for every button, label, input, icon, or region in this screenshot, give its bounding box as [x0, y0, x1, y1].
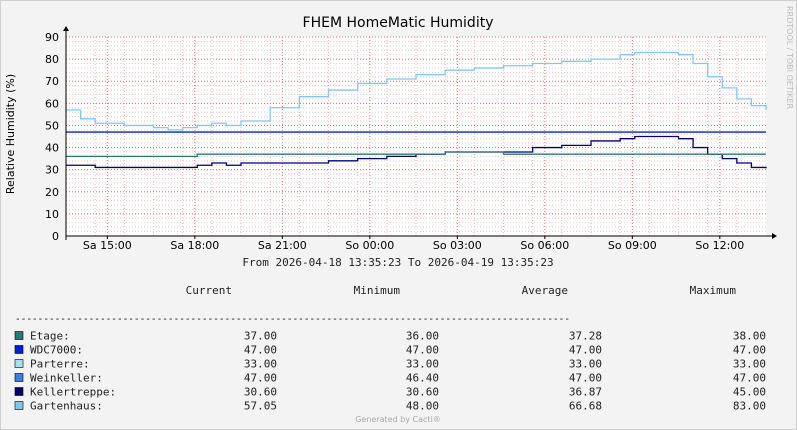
y-tick-label: 50 [45, 119, 59, 132]
footer-credit: Generated by Cacti® [355, 415, 441, 424]
legend-row-value: 36.00 [406, 330, 439, 343]
legend-row-value: 83.00 [733, 400, 766, 413]
y-axis-arrow-icon [63, 26, 69, 31]
y-tick-label: 70 [45, 75, 59, 88]
legend-swatch [14, 373, 24, 382]
x-tick-label: So 06:00 [520, 239, 569, 252]
y-tick-label: 60 [45, 97, 59, 110]
x-tick-label: So 12:00 [695, 239, 744, 252]
x-tick-label: So 03:00 [433, 239, 482, 252]
y-tick-label: 30 [45, 164, 59, 177]
legend-swatch [14, 359, 24, 368]
legend-row-value: 33.00 [569, 358, 602, 371]
legend-row-value: 47.00 [406, 344, 439, 357]
legend-row-label: Parterre: [30, 358, 90, 371]
chart-title: FHEM HomeMatic Humidity [303, 15, 494, 31]
legend-header: Average [522, 284, 568, 297]
legend-row-value: 33.00 [406, 358, 439, 371]
legend-header: Minimum [354, 284, 401, 297]
legend-row-label: Gartenhaus: [30, 400, 103, 413]
legend-row-value: 33.00 [244, 358, 277, 371]
legend-row-value: 30.60 [406, 386, 439, 399]
legend-row-label: WDC7000: [30, 344, 83, 357]
legend-row-value: 48.00 [406, 400, 439, 413]
legend-row-value: 47.00 [569, 344, 602, 357]
y-tick-label: 80 [45, 53, 59, 66]
legend-row-value: 38.00 [733, 330, 766, 343]
legend-row-value: 47.00 [733, 372, 766, 385]
legend-table: Current Minimum Average Maximum ------------… [14, 284, 766, 413]
rrdtool-side-label: RRDTOOL / TOBI OETIKER [785, 6, 794, 109]
legend-row-value: 57.05 [244, 400, 277, 413]
legend-header: Current [186, 284, 232, 297]
legend-header: Maximum [690, 284, 737, 297]
legend-row-value: 47.00 [733, 344, 766, 357]
legend-row-value: 47.00 [244, 372, 277, 385]
legend-row-value: 36.87 [569, 386, 602, 399]
x-tick-label: Sa 15:00 [83, 239, 132, 252]
legend-row-label: Etage: [30, 330, 70, 343]
legend-row-value: 37.28 [569, 330, 602, 343]
y-tick-label: 0 [52, 230, 59, 243]
x-tick-label: So 00:00 [345, 239, 394, 252]
legend-row-label: Kellertreppe: [30, 386, 116, 399]
legend-separator: ----------------------------------------… [15, 312, 570, 325]
y-tick-label: 20 [45, 186, 59, 199]
x-tick-label: So 09:00 [608, 239, 657, 252]
y-tick-label: 40 [45, 142, 59, 155]
legend-swatch [14, 331, 24, 340]
legend-row-value: 30.60 [244, 386, 277, 399]
x-tick-label: Sa 21:00 [258, 239, 307, 252]
legend-row-value: 66.68 [569, 400, 602, 413]
y-tick-label: 10 [45, 208, 59, 221]
series-line-etage [66, 151, 766, 158]
series-line-gartenhaus [66, 51, 767, 131]
legend-swatch [14, 401, 24, 410]
legend-row-value: 33.00 [733, 358, 766, 371]
legend-row-value: 46.40 [406, 372, 439, 385]
legend-row-value: 47.00 [244, 344, 277, 357]
legend-row-value: 37.00 [244, 330, 277, 343]
legend-swatch [14, 387, 24, 396]
plot-area: Sa 15:00 Sa 18:00 Sa 21:00 So 00:00 So 03:00… [45, 26, 777, 252]
legend-row-value: 45.00 [733, 386, 766, 399]
y-axis-label: Relative Humidity (%) [4, 74, 17, 194]
y-tick-label: 90 [45, 31, 59, 44]
time-range-text: From 2026-04-18 13:35:23 To 2026-04-19 1… [242, 256, 553, 269]
x-axis-arrow-icon [772, 233, 777, 239]
legend-row-value: 47.00 [569, 372, 602, 385]
x-tick-label: Sa 18:00 [170, 239, 219, 252]
legend-swatch [14, 345, 24, 354]
legend-row-label: Weinkeller: [30, 372, 103, 385]
